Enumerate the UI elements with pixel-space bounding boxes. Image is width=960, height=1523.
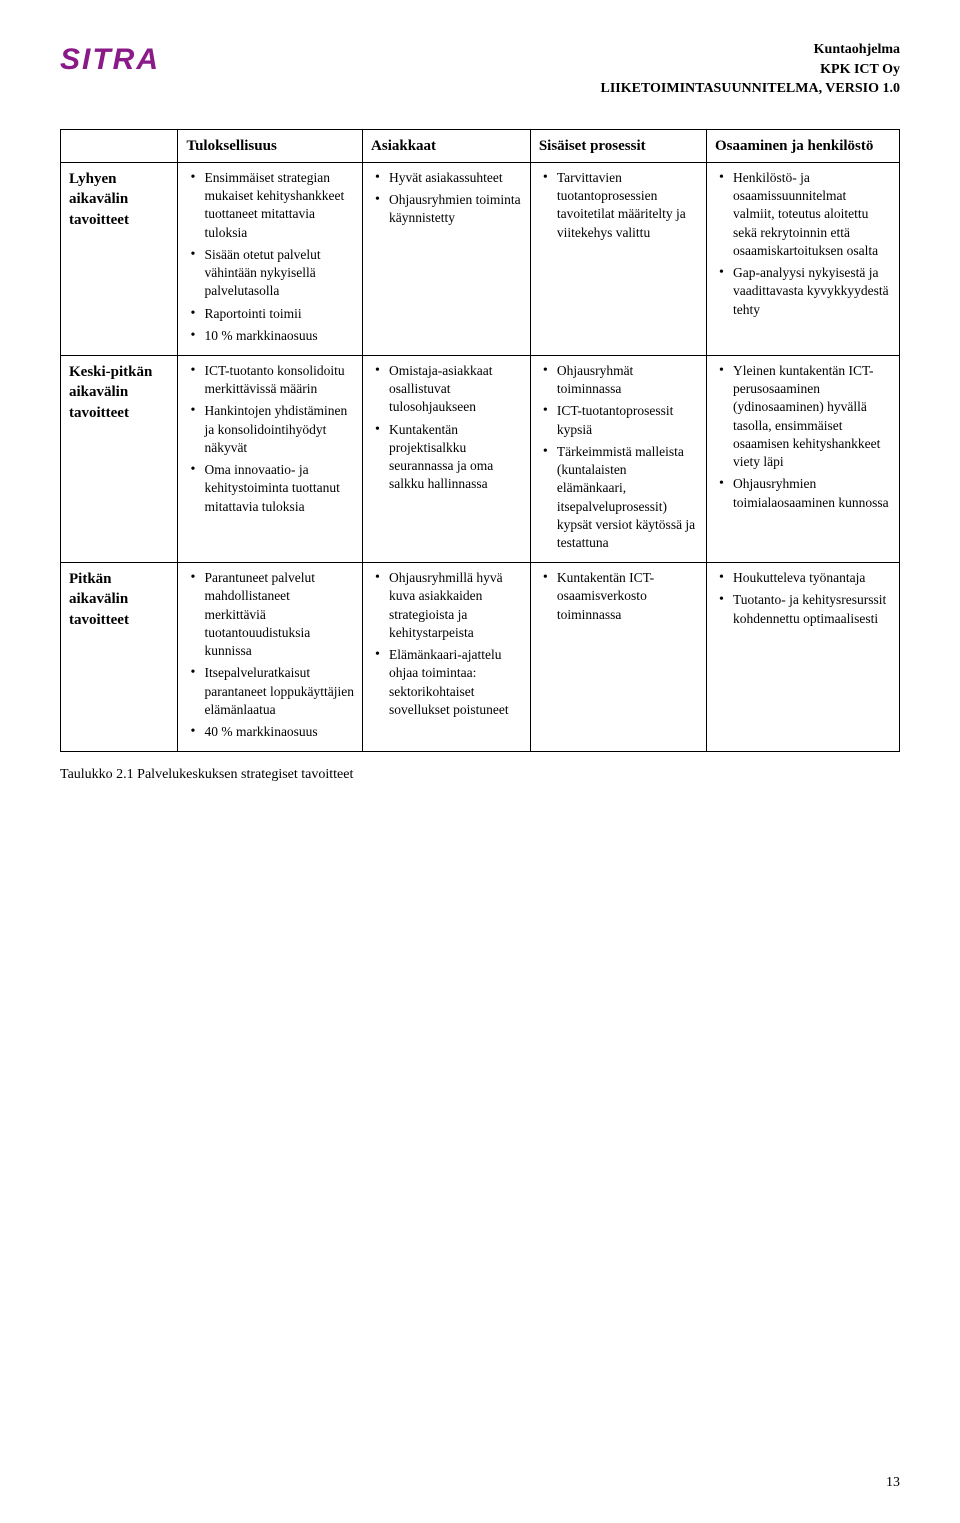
bullet-item: Elämänkaari-ajattelu ohjaa toimintaa: se… xyxy=(371,646,522,719)
bullet-item: Ohjausryhmien toiminta käynnistetty xyxy=(371,191,522,227)
row-label-lyhyen: Lyhyen aikavälin tavoitteet xyxy=(61,163,178,356)
bullet-item: Tärkeimmistä malleista (kuntalaisten elä… xyxy=(539,443,698,552)
table-header-row: Tuloksellisuus Asiakkaat Sisäiset proses… xyxy=(61,129,900,162)
bullet-item: Kuntakentän projektisalkku seurannassa j… xyxy=(371,421,522,494)
cell-r1-sisaiset: Ohjausryhmät toiminnassa ICT-tuotantopro… xyxy=(530,356,706,563)
goals-table: Tuloksellisuus Asiakkaat Sisäiset proses… xyxy=(60,129,900,752)
bullet-item: Raportointi toimii xyxy=(186,305,354,323)
bullet-item: Kuntakentän ICT-osaamisverkosto toiminna… xyxy=(539,569,698,624)
cell-r2-sisaiset: Kuntakentän ICT-osaamisverkosto toiminna… xyxy=(530,563,706,752)
bullet-item: Ohjausryhmillä hyvä kuva asiakkaiden str… xyxy=(371,569,522,642)
bullet-item: 10 % markkinaosuus xyxy=(186,327,354,345)
table-row: Keski-pitkän aikavälin tavoitteet ICT-tu… xyxy=(61,356,900,563)
page-header: SITRA Kuntaohjelma KPK ICT Oy LIIKETOIMI… xyxy=(60,40,900,99)
doc-header-text: Kuntaohjelma KPK ICT Oy LIIKETOIMINTASUU… xyxy=(600,40,900,99)
cell-r0-tuloksellisuus: Ensimmäiset strategian mukaiset kehitysh… xyxy=(178,163,363,356)
bullet-item: Houkutteleva työnantaja xyxy=(715,569,891,587)
bullet-item: Tarvittavien tuotantoprosessien tavoitet… xyxy=(539,169,698,242)
bullet-item: Ohjausryhmien toimialaosaaminen kunnossa xyxy=(715,475,891,511)
col-header-sisaiset: Sisäiset prosessit xyxy=(530,129,706,162)
doc-title-line2: KPK ICT Oy xyxy=(600,60,900,80)
bullet-item: Sisään otetut palvelut vähintään nykyise… xyxy=(186,246,354,301)
cell-r1-asiakkaat: Omistaja-asiakkaat osallistuvat tulosohj… xyxy=(363,356,531,563)
bullet-item: Parantuneet palvelut mahdollistaneet mer… xyxy=(186,569,354,660)
cell-r2-osaaminen: Houkutteleva työnantaja Tuotanto- ja keh… xyxy=(707,563,900,752)
bullet-item: Ensimmäiset strategian mukaiset kehitysh… xyxy=(186,169,354,242)
bullet-item: Yleinen kuntakentän ICT-perusosaaminen (… xyxy=(715,362,891,471)
table-row: Pitkän aikavälin tavoitteet Parantuneet … xyxy=(61,563,900,752)
cell-r2-asiakkaat: Ohjausryhmillä hyvä kuva asiakkaiden str… xyxy=(363,563,531,752)
bullet-item: Ohjausryhmät toiminnassa xyxy=(539,362,698,398)
col-header-asiakkaat: Asiakkaat xyxy=(363,129,531,162)
cell-r0-asiakkaat: Hyvät asiakassuhteet Ohjausryhmien toimi… xyxy=(363,163,531,356)
bullet-item: Itsepalveluratkaisut parantaneet loppukä… xyxy=(186,664,354,719)
bullet-item: 40 % markkinaosuus xyxy=(186,723,354,741)
bullet-item: Omistaja-asiakkaat osallistuvat tulosohj… xyxy=(371,362,522,417)
cell-r0-osaaminen: Henkilöstö- ja osaamissuunnitelmat valmi… xyxy=(707,163,900,356)
page-number: 13 xyxy=(886,1474,900,1493)
cell-r1-osaaminen: Yleinen kuntakentän ICT-perusosaaminen (… xyxy=(707,356,900,563)
brand-logo: SITRA xyxy=(60,40,160,81)
col-header-empty xyxy=(61,129,178,162)
doc-title-line1: Kuntaohjelma xyxy=(600,40,900,60)
cell-r2-tuloksellisuus: Parantuneet palvelut mahdollistaneet mer… xyxy=(178,563,363,752)
bullet-item: ICT-tuotanto konsolidoitu merkittävissä … xyxy=(186,362,354,398)
row-label-pitkan: Pitkän aikavälin tavoitteet xyxy=(61,563,178,752)
bullet-item: Tuotanto- ja kehitysresurssit kohdennett… xyxy=(715,591,891,627)
col-header-osaaminen: Osaaminen ja henkilöstö xyxy=(707,129,900,162)
table-caption: Taulukko 2.1 Palvelukeskuksen strategise… xyxy=(60,766,900,785)
cell-r1-tuloksellisuus: ICT-tuotanto konsolidoitu merkittävissä … xyxy=(178,356,363,563)
table-row: Lyhyen aikavälin tavoitteet Ensimmäiset … xyxy=(61,163,900,356)
col-header-tuloksellisuus: Tuloksellisuus xyxy=(178,129,363,162)
row-label-keskipitkan: Keski-pitkän aikavälin tavoitteet xyxy=(61,356,178,563)
bullet-item: Henkilöstö- ja osaamissuunnitelmat valmi… xyxy=(715,169,891,260)
bullet-item: Oma innovaatio- ja kehitystoiminta tuott… xyxy=(186,461,354,516)
bullet-item: Hyvät asiakassuhteet xyxy=(371,169,522,187)
bullet-item: Gap-analyysi nykyisestä ja vaadittavasta… xyxy=(715,264,891,319)
bullet-item: Hankintojen yhdistäminen ja konsolidoint… xyxy=(186,402,354,457)
doc-title-line3: LIIKETOIMINTASUUNNITELMA, VERSIO 1.0 xyxy=(600,79,900,99)
bullet-item: ICT-tuotantoprosessit kypsiä xyxy=(539,402,698,438)
cell-r0-sisaiset: Tarvittavien tuotantoprosessien tavoitet… xyxy=(530,163,706,356)
